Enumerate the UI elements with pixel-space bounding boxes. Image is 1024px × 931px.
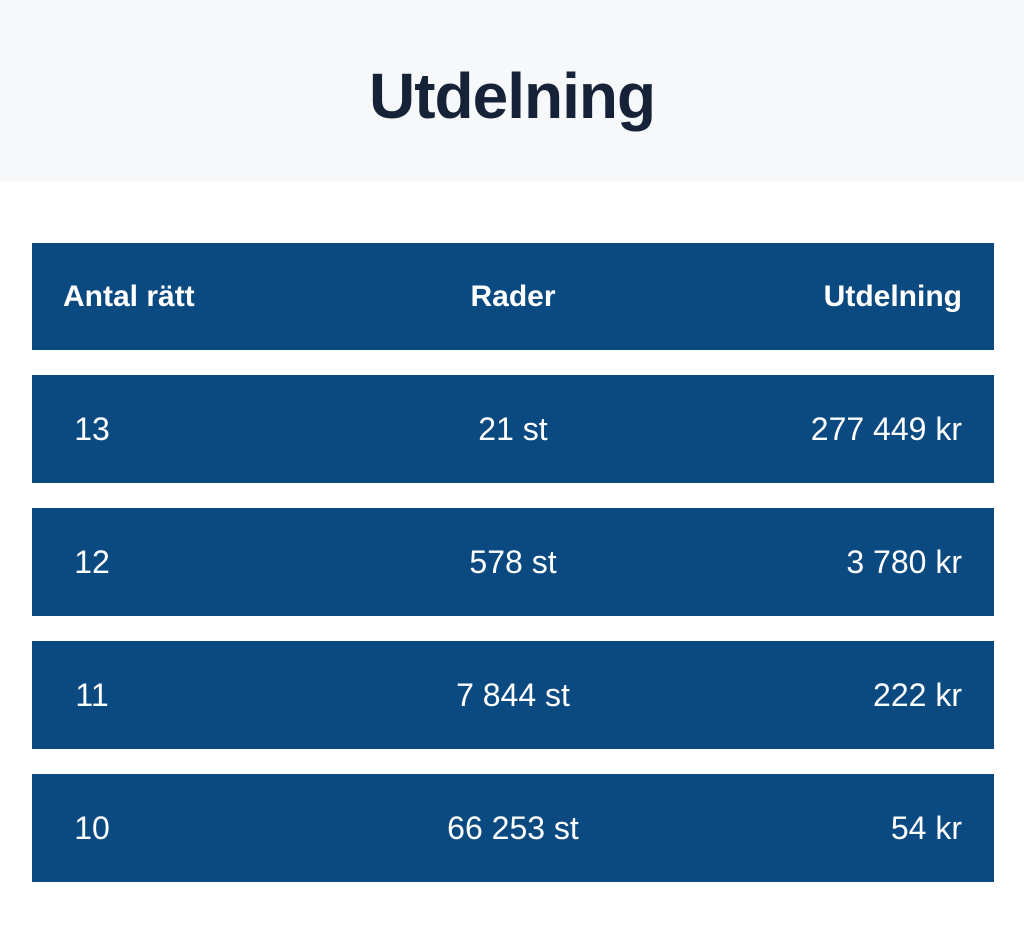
cell-antal-ratt: 13 bbox=[32, 411, 353, 448]
table-row: 12 578 st 3 780 kr bbox=[32, 508, 994, 616]
table-row: 13 21 st 277 449 kr bbox=[32, 375, 994, 483]
table-row: 11 7 844 st 222 kr bbox=[32, 641, 994, 749]
cell-utdelning: 3 780 kr bbox=[846, 543, 962, 580]
antal-ratt-value: 10 bbox=[74, 809, 110, 846]
payout-table: Antal rätt Rader Utdelning 13 21 st 277 … bbox=[32, 243, 994, 882]
header-antal-ratt: Antal rätt bbox=[63, 279, 195, 313]
table-row: 10 66 253 st 54 kr bbox=[32, 774, 994, 882]
cell-utdelning: 277 449 kr bbox=[810, 410, 962, 447]
antal-ratt-value: 12 bbox=[74, 543, 110, 580]
cell-antal-ratt: 10 bbox=[32, 810, 353, 847]
cell-antal-ratt: 12 bbox=[32, 544, 353, 581]
antal-ratt-value: 13 bbox=[74, 410, 110, 447]
table-header-row: Antal rätt Rader Utdelning bbox=[32, 243, 994, 350]
cell-rader: 7 844 st bbox=[456, 676, 570, 713]
header-rader: Rader bbox=[470, 279, 556, 313]
cell-antal-ratt: 11 bbox=[32, 677, 353, 714]
header-utdelning: Utdelning bbox=[823, 279, 962, 313]
cell-utdelning: 222 kr bbox=[873, 676, 962, 713]
cell-rader: 21 st bbox=[478, 410, 548, 447]
cell-utdelning: 54 kr bbox=[890, 809, 962, 846]
page-title: Utdelning bbox=[368, 60, 656, 132]
cell-rader: 578 st bbox=[469, 543, 557, 580]
antal-ratt-value: 11 bbox=[75, 676, 109, 713]
cell-rader: 66 253 st bbox=[447, 809, 579, 846]
title-band: Utdelning bbox=[0, 0, 1024, 182]
